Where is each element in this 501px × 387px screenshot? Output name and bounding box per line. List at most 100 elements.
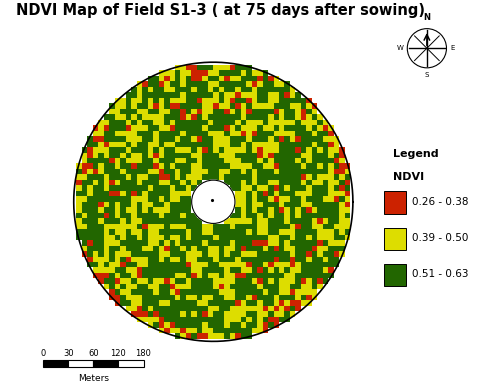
Bar bbox=[322, 147, 328, 152]
Bar bbox=[306, 158, 311, 163]
Bar bbox=[317, 284, 322, 289]
Bar bbox=[185, 333, 191, 339]
Bar bbox=[82, 196, 87, 202]
Bar bbox=[175, 224, 180, 229]
Bar bbox=[245, 311, 251, 317]
Bar bbox=[213, 70, 218, 76]
Bar bbox=[131, 169, 136, 175]
Bar bbox=[268, 202, 273, 207]
Bar bbox=[180, 98, 185, 103]
Bar bbox=[125, 207, 131, 213]
Bar bbox=[131, 246, 136, 251]
Bar bbox=[317, 240, 322, 246]
Bar bbox=[279, 191, 284, 196]
Bar bbox=[180, 185, 185, 191]
Bar bbox=[333, 136, 339, 142]
Bar bbox=[245, 235, 251, 240]
Bar bbox=[207, 322, 213, 328]
Bar bbox=[257, 328, 262, 333]
Bar bbox=[98, 180, 104, 185]
Bar bbox=[251, 147, 257, 152]
Bar bbox=[235, 235, 240, 240]
Bar bbox=[82, 185, 87, 191]
Bar bbox=[147, 246, 153, 251]
Bar bbox=[191, 120, 196, 125]
Bar bbox=[115, 147, 120, 152]
Bar bbox=[82, 207, 87, 213]
Bar bbox=[224, 267, 229, 273]
Bar bbox=[268, 81, 273, 87]
Bar bbox=[147, 295, 153, 300]
Bar bbox=[257, 152, 262, 158]
Bar bbox=[191, 98, 196, 103]
Bar bbox=[279, 273, 284, 278]
Bar bbox=[290, 229, 295, 235]
Bar bbox=[213, 289, 218, 295]
Bar bbox=[257, 81, 262, 87]
Bar bbox=[333, 163, 339, 169]
Bar bbox=[284, 224, 290, 229]
Bar bbox=[125, 191, 131, 196]
Bar bbox=[109, 224, 115, 229]
Bar bbox=[300, 235, 306, 240]
Bar bbox=[109, 235, 115, 240]
Bar bbox=[300, 125, 306, 131]
Bar bbox=[136, 109, 142, 114]
Bar bbox=[109, 180, 115, 185]
Bar bbox=[311, 114, 317, 120]
Bar bbox=[131, 158, 136, 163]
Bar bbox=[224, 235, 229, 240]
Bar bbox=[164, 240, 169, 246]
Bar bbox=[93, 360, 118, 366]
Bar bbox=[142, 295, 147, 300]
Bar bbox=[175, 131, 180, 136]
Bar bbox=[196, 284, 202, 289]
Bar bbox=[169, 196, 175, 202]
Bar bbox=[153, 87, 158, 92]
Bar bbox=[257, 246, 262, 251]
Bar bbox=[207, 152, 213, 158]
Bar bbox=[251, 306, 257, 311]
Bar bbox=[153, 175, 158, 180]
Bar bbox=[339, 202, 344, 207]
Bar bbox=[147, 235, 153, 240]
Bar bbox=[317, 131, 322, 136]
Bar bbox=[229, 180, 235, 185]
Bar bbox=[175, 218, 180, 224]
Bar bbox=[185, 240, 191, 246]
Bar bbox=[240, 142, 245, 147]
Bar bbox=[284, 152, 290, 158]
Bar bbox=[82, 147, 87, 152]
Bar bbox=[251, 196, 257, 202]
Bar bbox=[273, 229, 279, 235]
Bar bbox=[262, 289, 268, 295]
Bar bbox=[311, 284, 317, 289]
Bar bbox=[93, 185, 98, 191]
Bar bbox=[240, 257, 245, 262]
Bar bbox=[229, 142, 235, 147]
Bar bbox=[284, 191, 290, 196]
Bar bbox=[257, 120, 262, 125]
Bar bbox=[311, 246, 317, 251]
Bar bbox=[273, 152, 279, 158]
Bar bbox=[257, 273, 262, 278]
Bar bbox=[235, 267, 240, 273]
Bar bbox=[98, 131, 104, 136]
Bar bbox=[224, 306, 229, 311]
Bar bbox=[229, 295, 235, 300]
Bar bbox=[109, 163, 115, 169]
Bar bbox=[158, 131, 164, 136]
Bar bbox=[191, 76, 196, 81]
Bar bbox=[279, 202, 284, 207]
Bar bbox=[251, 163, 257, 169]
Bar bbox=[290, 218, 295, 224]
Bar bbox=[218, 240, 224, 246]
Bar bbox=[218, 300, 224, 306]
Bar bbox=[311, 207, 317, 213]
Bar bbox=[142, 158, 147, 163]
Bar bbox=[115, 213, 120, 218]
Bar bbox=[98, 202, 104, 207]
Bar bbox=[295, 125, 300, 131]
Bar bbox=[180, 273, 185, 278]
Bar bbox=[191, 92, 196, 98]
